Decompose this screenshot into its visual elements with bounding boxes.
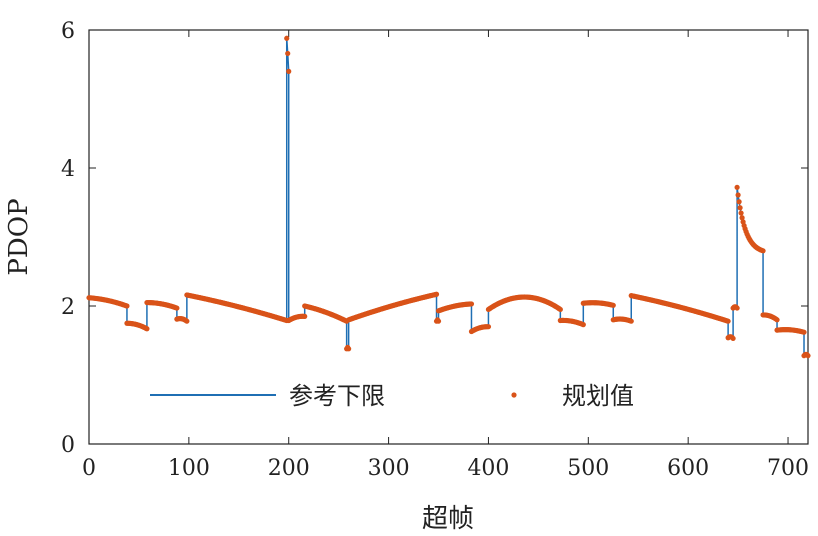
data-point-planned — [734, 184, 740, 190]
x-tick-label: 600 — [667, 456, 709, 481]
data-point-planned — [738, 210, 744, 216]
axis-ticks — [88, 29, 808, 445]
data-point-planned — [435, 318, 442, 324]
data-point-planned — [805, 353, 811, 359]
data-point-planned — [468, 301, 475, 307]
plot-frame — [88, 29, 809, 445]
y-tick-label: 0 — [61, 433, 75, 458]
data-point-planned — [610, 302, 616, 308]
data-point-planned — [557, 306, 563, 313]
x-tick-label: 200 — [268, 456, 310, 481]
x-tick-labels: 0 100 200 300 400 500 600 700 — [82, 456, 809, 481]
data-point-planned — [346, 346, 352, 352]
data-point-planned — [124, 303, 130, 309]
x-tick-label: 400 — [467, 456, 509, 481]
legend-dot-swatch — [511, 392, 517, 398]
y-tick-label: 6 — [61, 19, 75, 44]
x-tick-label: 700 — [767, 456, 809, 481]
x-tick-label: 0 — [82, 456, 96, 481]
y-tick-labels: 0 2 4 6 — [61, 19, 75, 458]
y-tick-label: 4 — [61, 157, 75, 182]
data-point-planned — [433, 291, 440, 297]
y-axis-title: PDOP — [4, 198, 34, 275]
data-point-planned — [737, 205, 743, 211]
data-point-planned — [286, 68, 292, 74]
x-axis-title: 超帧 — [422, 504, 474, 534]
data-point-planned — [735, 192, 741, 198]
data-point-planned — [739, 215, 745, 221]
data-point-planned — [144, 326, 150, 332]
data-point-planned — [725, 318, 731, 324]
y-tick-label: 2 — [61, 295, 75, 320]
data-point-planned — [302, 313, 308, 319]
data-point-planned — [736, 199, 742, 205]
data-point-planned — [760, 248, 766, 254]
legend-label-reference: 参考下限 — [289, 382, 385, 410]
data-point-planned — [284, 35, 290, 41]
data-point-planned — [580, 322, 586, 328]
data-point-planned — [285, 50, 291, 57]
data-point-planned — [174, 305, 180, 311]
data-point-planned — [485, 324, 492, 330]
x-tick-label: 500 — [567, 456, 609, 481]
legend: 参考下限 规划值 — [150, 382, 634, 410]
x-tick-label: 300 — [368, 456, 410, 481]
data-point-planned — [184, 318, 190, 324]
data-point-planned — [774, 317, 780, 323]
data-point-planned — [628, 318, 634, 324]
data-point-planned — [730, 335, 736, 342]
series-planned-dots — [86, 35, 811, 359]
data-point-planned — [734, 305, 740, 311]
data-point-planned — [801, 329, 807, 335]
x-tick-label: 100 — [168, 456, 210, 481]
legend-label-planned: 规划值 — [562, 382, 634, 410]
